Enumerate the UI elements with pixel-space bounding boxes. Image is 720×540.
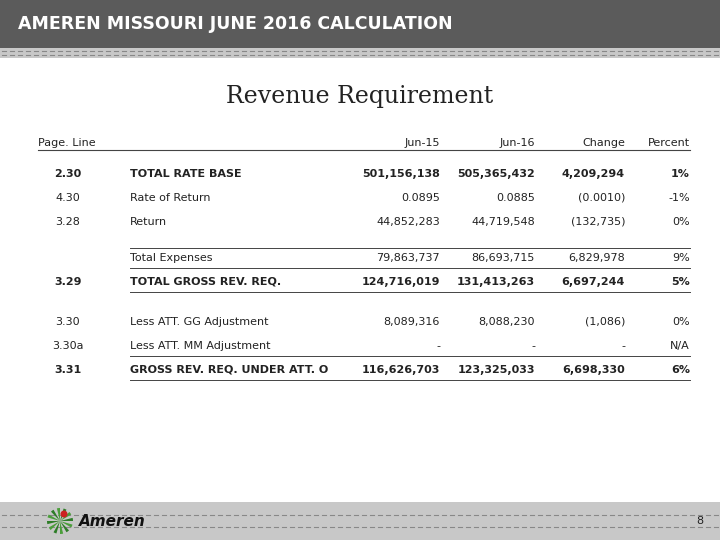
Text: (1,086): (1,086) — [585, 317, 625, 327]
Bar — [0, 48, 720, 58]
Wedge shape — [60, 521, 63, 534]
Text: 0%: 0% — [672, 317, 690, 327]
Text: 0.0895: 0.0895 — [401, 193, 440, 203]
Text: Total Expenses: Total Expenses — [130, 253, 212, 263]
Text: 2.30: 2.30 — [55, 169, 81, 179]
Text: TOTAL RATE BASE: TOTAL RATE BASE — [130, 169, 242, 179]
Text: 4,209,294: 4,209,294 — [562, 169, 625, 179]
Text: 3.30: 3.30 — [55, 317, 81, 327]
Text: 116,626,703: 116,626,703 — [361, 365, 440, 375]
Wedge shape — [57, 508, 60, 521]
Text: Jun-16: Jun-16 — [500, 138, 535, 148]
Text: 6,697,244: 6,697,244 — [562, 277, 625, 287]
Text: 9%: 9% — [672, 253, 690, 263]
Text: 123,325,033: 123,325,033 — [457, 365, 535, 375]
Wedge shape — [47, 521, 60, 524]
Text: -1%: -1% — [668, 193, 690, 203]
Text: Page. Line: Page. Line — [38, 138, 96, 148]
Text: Less ATT. GG Adjustment: Less ATT. GG Adjustment — [130, 317, 269, 327]
Text: 501,156,138: 501,156,138 — [362, 169, 440, 179]
Text: Jun-15: Jun-15 — [405, 138, 440, 148]
Text: 86,693,715: 86,693,715 — [472, 253, 535, 263]
Text: 0%: 0% — [672, 217, 690, 227]
Text: 3.30a: 3.30a — [53, 341, 84, 351]
Text: -: - — [531, 341, 535, 351]
Wedge shape — [51, 510, 60, 521]
Text: 124,716,019: 124,716,019 — [361, 277, 440, 287]
Bar — [0, 502, 720, 540]
Text: 8: 8 — [696, 516, 703, 526]
Text: -: - — [621, 341, 625, 351]
Wedge shape — [60, 518, 73, 521]
Text: 131,413,263: 131,413,263 — [457, 277, 535, 287]
Wedge shape — [48, 515, 60, 521]
Text: Ameren: Ameren — [79, 514, 145, 529]
Text: 79,863,737: 79,863,737 — [377, 253, 440, 263]
Text: 4.30: 4.30 — [55, 193, 81, 203]
Text: Return: Return — [130, 217, 167, 227]
Text: 0.0885: 0.0885 — [496, 193, 535, 203]
Wedge shape — [60, 509, 66, 521]
Text: 8,089,316: 8,089,316 — [384, 317, 440, 327]
Text: (0.0010): (0.0010) — [577, 193, 625, 203]
Wedge shape — [53, 521, 60, 534]
Text: N/A: N/A — [670, 341, 690, 351]
Text: GROSS REV. REQ. UNDER ATT. O: GROSS REV. REQ. UNDER ATT. O — [130, 365, 328, 375]
Text: (132,735): (132,735) — [570, 217, 625, 227]
Text: 3.29: 3.29 — [54, 277, 82, 287]
Text: Percent: Percent — [648, 138, 690, 148]
Wedge shape — [60, 512, 71, 521]
Text: Revenue Requirement: Revenue Requirement — [226, 84, 494, 107]
Text: 6,698,330: 6,698,330 — [562, 365, 625, 375]
Wedge shape — [60, 521, 73, 528]
Text: 505,365,432: 505,365,432 — [457, 169, 535, 179]
Bar — [0, 0, 720, 48]
Text: 8,088,230: 8,088,230 — [479, 317, 535, 327]
Text: TOTAL GROSS REV. REQ.: TOTAL GROSS REV. REQ. — [130, 277, 281, 287]
Text: 6,829,978: 6,829,978 — [568, 253, 625, 263]
Circle shape — [60, 510, 68, 517]
Text: Less ATT. MM Adjustment: Less ATT. MM Adjustment — [130, 341, 271, 351]
Text: 3.28: 3.28 — [55, 217, 81, 227]
Text: Rate of Return: Rate of Return — [130, 193, 210, 203]
Text: Change: Change — [582, 138, 625, 148]
Text: 44,852,283: 44,852,283 — [377, 217, 440, 227]
Text: 1%: 1% — [671, 169, 690, 179]
Text: 5%: 5% — [671, 277, 690, 287]
Text: -: - — [436, 341, 440, 351]
Text: AMEREN MISSOURI JUNE 2016 CALCULATION: AMEREN MISSOURI JUNE 2016 CALCULATION — [18, 15, 453, 33]
Wedge shape — [49, 521, 60, 530]
Text: 3.31: 3.31 — [55, 365, 81, 375]
Text: 44,719,548: 44,719,548 — [472, 217, 535, 227]
Wedge shape — [60, 521, 69, 532]
Text: 6%: 6% — [671, 365, 690, 375]
